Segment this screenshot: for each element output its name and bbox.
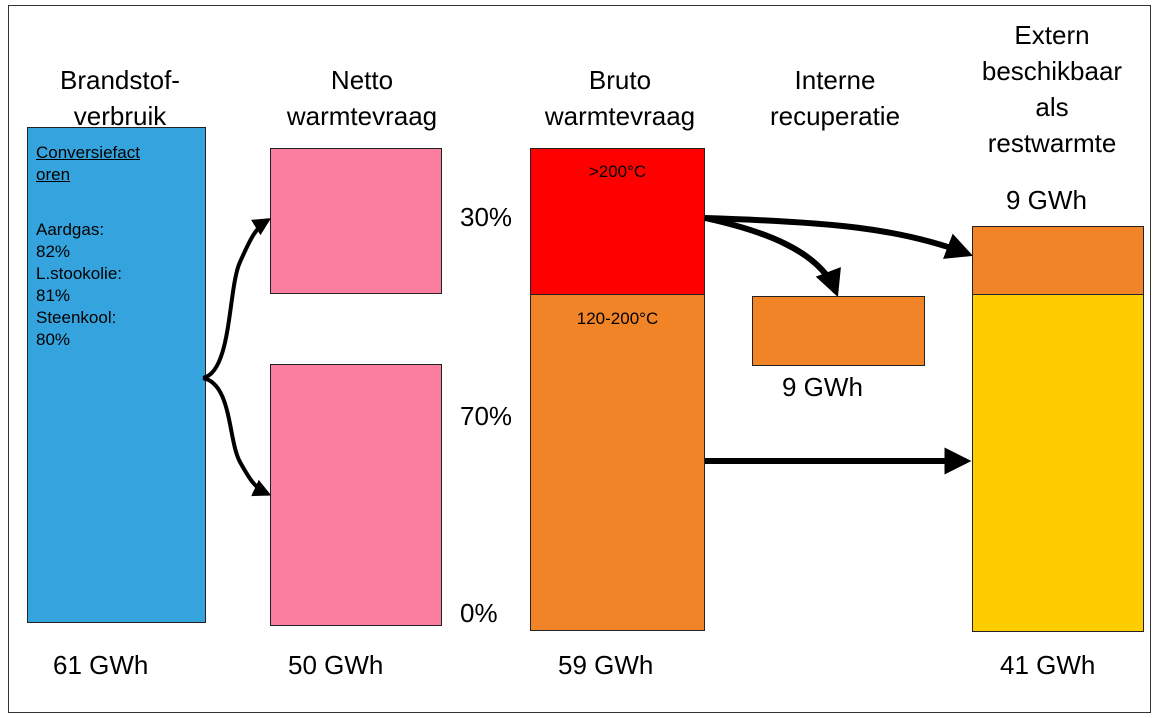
header-net-line1: Netto xyxy=(330,65,394,95)
conversion-title-line1: Conversiefact xyxy=(36,143,140,162)
net-total: 50 GWh xyxy=(288,650,384,680)
header-gross: Bruto warmtevraag xyxy=(520,62,720,134)
fuel-box: Conversiefact oren Aardgas: 82% L.stooko… xyxy=(27,127,206,623)
external-segment-top xyxy=(972,226,1144,296)
arrow-high-to-internal xyxy=(704,215,841,298)
external-segment-bottom xyxy=(972,294,1144,632)
scale-70: 70% xyxy=(460,401,513,431)
header-external-line3: als xyxy=(1035,92,1069,122)
diagram-frame xyxy=(8,5,1151,713)
header-external: Extern beschikbaar als restwarmte xyxy=(962,17,1142,161)
net-box-low xyxy=(270,364,442,626)
arrow-fuel-to-net-low xyxy=(202,376,272,497)
gross-mid-label: 120-200°C xyxy=(576,309,659,328)
conversion-line: 80% xyxy=(36,330,71,349)
gross-segment-high: >200°C xyxy=(530,148,705,295)
header-net-line2: warmtevraag xyxy=(286,101,438,131)
scale-30: 30% xyxy=(460,202,513,232)
conversion-line: Steenkool: xyxy=(36,308,117,327)
header-internal: Interne recuperatie xyxy=(740,62,930,134)
conversion-line: 81% xyxy=(36,286,71,305)
external-total: 41 GWh xyxy=(1000,650,1096,680)
gross-total: 59 GWh xyxy=(558,650,654,680)
conversion-list: Aardgas: 82% L.stookolie: 81% Steenkool:… xyxy=(36,219,122,351)
conversion-line: 82% xyxy=(36,242,71,261)
gross-high-label: >200°C xyxy=(588,162,647,181)
conversion-title: Conversiefact oren xyxy=(36,142,140,186)
gross-segment-mid: 120-200°C xyxy=(530,294,705,631)
net-box-high xyxy=(270,148,442,294)
header-external-line2: beschikbaar xyxy=(981,56,1123,86)
arrow-high-to-external xyxy=(704,215,974,259)
external-top-total: 9 GWh xyxy=(1006,185,1087,215)
header-external-line1: Extern xyxy=(1014,20,1090,50)
conversion-line: Aardgas: xyxy=(36,220,105,239)
conversion-line: L.stookolie: xyxy=(36,264,122,283)
internal-box xyxy=(752,296,925,366)
header-internal-line2: recuperatie xyxy=(769,101,901,131)
header-net: Netto warmtevraag xyxy=(262,62,462,134)
header-fuel: Brandstof- verbruik xyxy=(30,62,210,134)
arrow-fuel-to-net-high xyxy=(202,218,272,380)
header-fuel-line1: Brandstof- xyxy=(60,65,180,95)
fuel-total: 61 GWh xyxy=(53,650,149,680)
scale-0: 0% xyxy=(460,598,498,628)
header-gross-line2: warmtevraag xyxy=(544,101,696,131)
header-external-line4: restwarmte xyxy=(987,128,1117,158)
conversion-title-line2: oren xyxy=(36,165,71,184)
header-gross-line1: Bruto xyxy=(588,65,652,95)
header-internal-line1: Interne xyxy=(794,65,876,95)
internal-total: 9 GWh xyxy=(782,372,863,402)
header-fuel-line2: verbruik xyxy=(73,101,167,131)
